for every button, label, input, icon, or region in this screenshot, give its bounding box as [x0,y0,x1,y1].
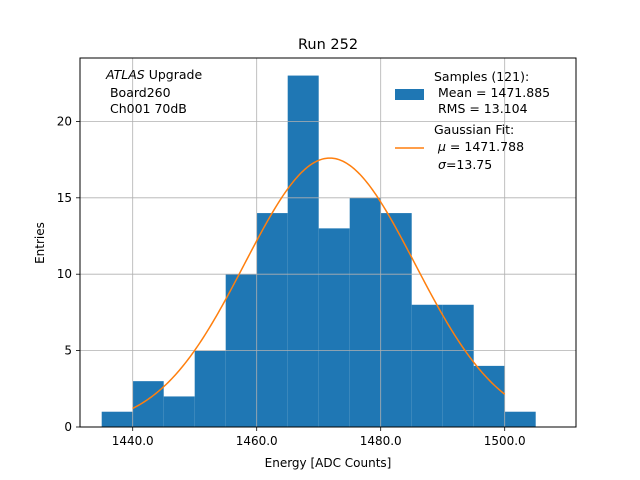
atlas-annotation: ATLAS Upgrade Board260 Ch001 70dB [105,67,202,116]
histogram-bar [349,197,381,427]
y-tick-label: 5 [64,344,72,358]
legend-sigma-value: =13.75 [446,157,492,172]
histogram-bar [380,213,412,427]
x-axis-label: Energy [ADC Counts] [265,456,392,470]
histogram-bar [256,213,288,427]
y-tick-label: 20 [57,114,72,128]
x-tick-label: 1440.0 [112,434,154,448]
legend-mu-symbol: μ [437,139,446,154]
histogram-bar [411,304,443,427]
legend-hist-line-2: Mean = 1471.885 [434,85,550,100]
y-tick-label: 10 [57,267,72,281]
legend-hist-swatch [395,89,424,100]
x-tick-label: 1500.0 [484,434,526,448]
y-tick-label: 0 [64,420,72,434]
x-axis-ticks: 1440.0 1460.0 1480.0 1500.0 [112,427,526,448]
y-axis-label: Entries [33,222,47,264]
annotation-atlas-italic: ATLAS [105,67,145,82]
x-tick-label: 1460.0 [236,434,278,448]
legend-sigma-symbol: σ [438,157,447,172]
legend-fit-title: Gaussian Fit: [434,122,514,137]
chart-title: Run 252 [298,37,358,53]
histogram-bars [101,75,536,428]
y-axis-ticks: 0 5 10 15 20 [57,114,80,434]
y-tick-label: 15 [57,191,72,205]
histogram-bar [287,75,319,428]
histogram-bar [101,411,133,427]
histogram-bar [163,396,195,427]
histogram-bar [504,411,536,427]
annotation-line-1: ATLAS Upgrade [105,67,202,82]
legend: Samples (121): Mean = 1471.885 RMS = 13.… [395,69,550,172]
legend-hist-line-3: RMS = 13.104 [434,101,528,116]
gaussian-fit-curve [132,157,506,410]
plot-frame [79,57,577,428]
histogram-bar [132,381,164,427]
annotation-line-3: Ch001 70dB [106,101,187,116]
histogram-bar [318,228,350,427]
legend-hist-line-1: Samples (121): [434,69,529,84]
annotation-upgrade: Upgrade [145,67,203,82]
histogram-bar [194,350,226,427]
legend-mu-value: = 1471.788 [446,139,524,154]
annotation-line-2: Board260 [106,85,171,100]
histogram-bar [473,365,505,427]
x-tick-label: 1480.0 [360,434,402,448]
legend-fit-mu: μ = 1471.788 [437,139,524,154]
legend-fit-sigma: σ=13.75 [438,157,492,172]
